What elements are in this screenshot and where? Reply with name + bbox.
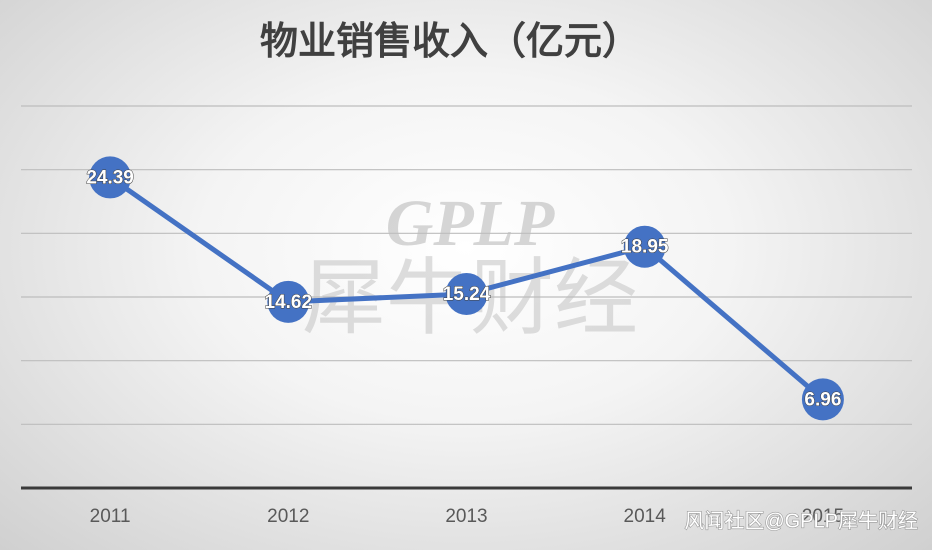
watermark: 风闻社区@GPLP犀牛财经 [684, 509, 918, 532]
x-tick-label: 2014 [624, 506, 667, 527]
marker [267, 280, 310, 323]
marker [89, 156, 132, 199]
data-label: 14.62 [265, 292, 313, 313]
data-label: 6.96 [804, 389, 841, 410]
chart-title: 物业销售收入（亿元） [260, 21, 640, 63]
x-tick-label: 2013 [445, 506, 487, 527]
marker [623, 225, 666, 268]
data-label: 15.24 [443, 284, 491, 305]
data-label: 18.95 [621, 237, 669, 258]
marker [801, 378, 844, 421]
x-tick-label: 2012 [267, 506, 309, 527]
watermark: GPLP [386, 187, 555, 260]
x-tick-label: 2011 [90, 506, 131, 527]
plot-area: 2011 2012 2013 2014 2015 24.39 14.62 15.24 18.95… [21, 105, 912, 527]
x-tick-label: 2015 [802, 506, 844, 527]
marker [445, 272, 488, 315]
data-label: 24.39 [86, 167, 134, 188]
